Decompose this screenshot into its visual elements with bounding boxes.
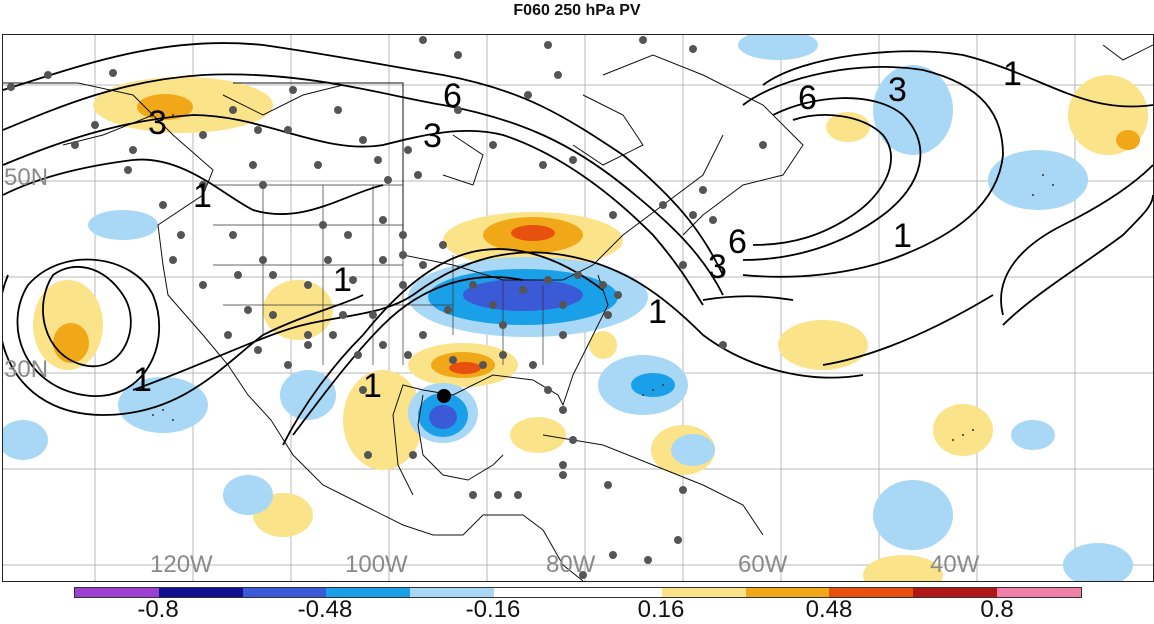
contour-label: 1: [133, 361, 152, 399]
colorbar-swatch: [242, 588, 327, 597]
colorbar-swatch: [158, 588, 243, 597]
colorbar-swatch: [75, 588, 159, 597]
colorbar-tick-label: 0.8: [980, 596, 1014, 623]
contour-label: 6: [443, 77, 462, 115]
lat-label-30n: 30N: [4, 356, 49, 383]
colorbar-tick-label: -0.48: [297, 596, 353, 623]
colorbar-tick-label: -0.16: [465, 596, 521, 623]
contour-label: 1: [333, 261, 352, 299]
storm-center-marker: [437, 389, 451, 403]
colorbar-swatch: [410, 588, 495, 597]
contour-label: 3: [888, 71, 907, 109]
contour-label: 6: [798, 79, 817, 117]
colorbar-swatch: [661, 588, 746, 597]
lon-label-100w: 100W: [345, 551, 408, 578]
negative-anomaly-shading: [3, 35, 1133, 581]
contour-label: 1: [893, 217, 912, 255]
colorbar-tick-label: 0.48: [805, 596, 853, 623]
colorbar-swatch: [577, 588, 662, 597]
significance-stipple: [152, 114, 1054, 441]
colorbar: [74, 587, 1082, 598]
lon-label-60w: 60W: [738, 551, 788, 578]
contour-label: 1: [363, 367, 382, 405]
lon-label-80w: 80W: [546, 551, 596, 578]
map-canvas: 3 6 3 6 3 1 1 1 1 1 1 6 3 1: [3, 35, 1153, 581]
colorbar-swatch: [745, 588, 830, 597]
figure-title: F060 250 hPa PV: [513, 2, 641, 19]
contour-label: 1: [1003, 55, 1022, 93]
contour-label: 3: [148, 104, 167, 142]
map-panel: 3 6 3 6 3 1 1 1 1 1 1 6 3 1: [2, 34, 1154, 582]
contour-label: 3: [708, 248, 727, 286]
contour-label: 1: [193, 177, 212, 215]
lon-label-40w: 40W: [930, 551, 980, 578]
lon-label-120w: 120W: [150, 551, 213, 578]
contour-label: 1: [648, 293, 667, 331]
lat-label-50n: 50N: [4, 164, 49, 191]
contour-label: 6: [728, 223, 747, 261]
colorbar-swatch: [913, 588, 998, 597]
pv-contours: [3, 42, 1153, 446]
colorbar-tick-label: 0.16: [637, 596, 685, 623]
colorbar-swatch: [326, 588, 411, 597]
positive-anomaly-shading: [33, 75, 1148, 581]
contour-label-group: 3 6 3 6 3 1 1 1 1 1 1 6 3 1: [133, 55, 1022, 405]
colorbar-swatch: [829, 588, 914, 597]
station-markers: [7, 36, 767, 579]
colorbar-swatch: [494, 588, 578, 597]
contour-label: 3: [423, 117, 442, 155]
colorbar-swatch: [997, 588, 1081, 597]
colorbar-tick-label: -0.8: [137, 596, 179, 623]
